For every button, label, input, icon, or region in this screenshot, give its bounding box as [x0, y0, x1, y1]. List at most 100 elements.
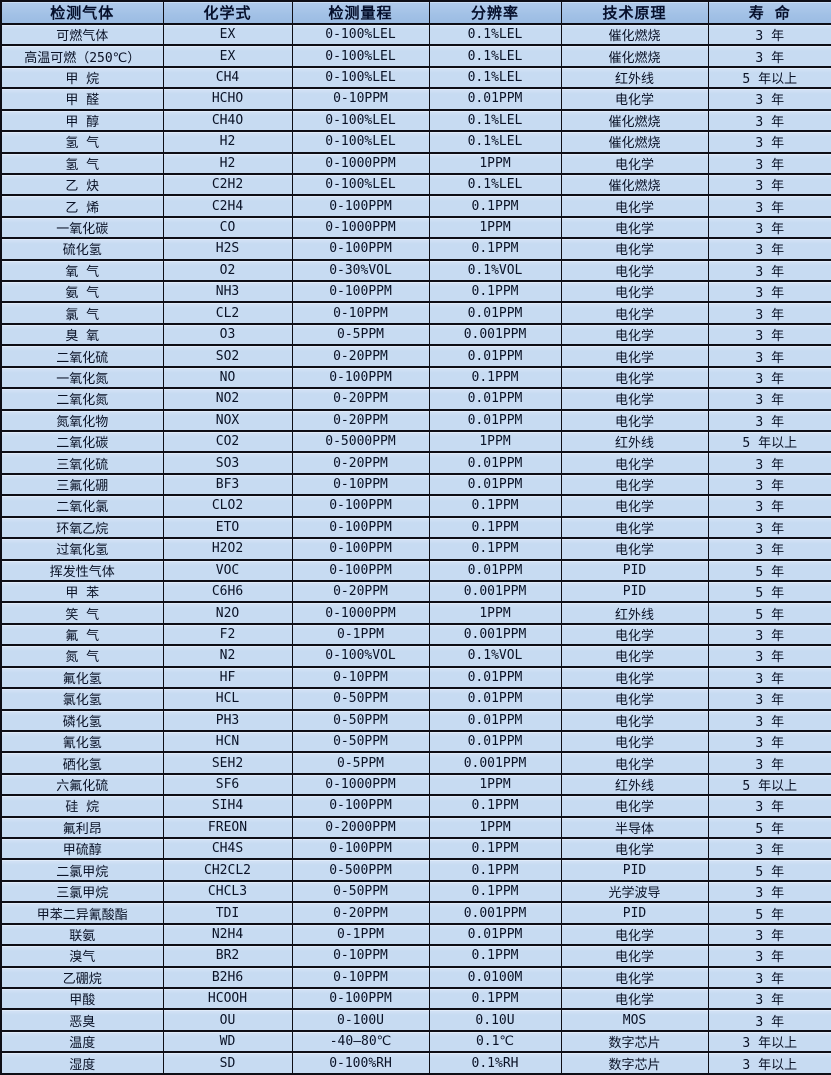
table-row: 二氯甲烷 CH2CL2 0-500PPM 0.1PPM PID 5 年: [0, 858, 831, 882]
cell-gas-name: 二氧化氮: [0, 387, 164, 411]
cell-resolution: 1PPM: [428, 429, 562, 454]
cell-range: 0-1PPM: [291, 922, 430, 947]
cell-principle: 电化学: [560, 258, 709, 283]
cell-range: 0-10PPM: [291, 472, 430, 497]
cell-principle: PID: [560, 579, 709, 604]
cell-lifespan: 3 年: [707, 344, 831, 368]
cell-gas-name: 环氧乙烷: [0, 515, 164, 540]
cell-lifespan: 3 年: [707, 408, 831, 433]
cell-gas-name: 氟 气: [0, 622, 164, 647]
cell-resolution: 0.1%VOL: [428, 258, 562, 283]
cell-range: 0-100PPM: [291, 494, 430, 518]
cell-range: 0-20PPM: [291, 344, 430, 368]
cell-principle: 电化学: [560, 494, 709, 518]
cell-gas-name: 溴气: [0, 944, 164, 968]
cell-formula: CO: [162, 215, 293, 240]
table-row: 挥发性气体 VOC 0-100PPM 0.01PPM PID 5 年: [0, 558, 831, 582]
table-row: 氟 气 F2 0-1PPM 0.001PPM 电化学 3 年: [0, 622, 831, 647]
cell-principle: 电化学: [560, 365, 709, 390]
table-row: 磷化氢 PH3 0-50PPM 0.01PPM 电化学 3 年: [0, 708, 831, 732]
cell-principle: 红外线: [560, 772, 709, 797]
cell-principle: 电化学: [560, 665, 709, 690]
cell-gas-name: 甲 苯: [0, 579, 164, 604]
cell-gas-name: 过氧化氢: [0, 537, 164, 561]
table-row: 臭 氧 O3 0-5PPM 0.001PPM 电化学 3 年: [0, 322, 831, 347]
table-row: 恶臭 OU 0-100U 0.10U MOS 3 年: [0, 1008, 831, 1032]
cell-range: 0-1PPM: [291, 622, 430, 647]
cell-gas-name: 甲 醇: [0, 108, 164, 133]
cell-formula: C2H4: [162, 194, 293, 218]
cell-gas-name: 高温可燃（250℃）: [0, 44, 164, 68]
cell-range: 0-100U: [291, 1008, 430, 1032]
cell-principle: 电化学: [560, 986, 709, 1011]
cell-principle: 电化学: [560, 237, 709, 261]
cell-lifespan: 3 年: [707, 687, 831, 711]
cell-formula: N2: [162, 644, 293, 668]
cell-formula: N2H4: [162, 922, 293, 947]
cell-lifespan: 3 年: [707, 258, 831, 283]
cell-principle: 电化学: [560, 301, 709, 325]
cell-gas-name: 笑 气: [0, 601, 164, 625]
cell-principle: 半导体: [560, 815, 709, 840]
cell-lifespan: 3 年: [707, 751, 831, 775]
table-row: 硅 烷 SIH4 0-100PPM 0.1PPM 电化学 3 年: [0, 794, 831, 818]
cell-lifespan: 5 年: [707, 858, 831, 882]
cell-resolution: 0.1%LEL: [428, 22, 562, 47]
cell-formula: SF6: [162, 772, 293, 797]
cell-range: 0-50PPM: [291, 708, 430, 732]
cell-lifespan: 3 年: [707, 322, 831, 347]
cell-resolution: 0.1PPM: [428, 515, 562, 540]
cell-resolution: 0.01PPM: [428, 344, 562, 368]
cell-formula: N2O: [162, 601, 293, 625]
cell-gas-name: 氟利昂: [0, 815, 164, 840]
cell-formula: H2: [162, 151, 293, 175]
cell-formula: FREON: [162, 815, 293, 840]
cell-range: 0-1000PPM: [291, 601, 430, 625]
cell-resolution: 0.10U: [428, 1008, 562, 1032]
cell-lifespan: 3 年: [707, 472, 831, 497]
cell-gas-name: 恶臭: [0, 1008, 164, 1032]
cell-formula: SEH2: [162, 751, 293, 775]
table-row: 可燃气体 EX 0-100%LEL 0.1%LEL 催化燃烧 3 年: [0, 22, 831, 47]
cell-lifespan: 5 年: [707, 601, 831, 625]
cell-lifespan: 3 年: [707, 194, 831, 218]
cell-resolution: 0.01PPM: [428, 665, 562, 690]
cell-resolution: 0.1PPM: [428, 986, 562, 1011]
cell-range: 0-100PPM: [291, 537, 430, 561]
cell-resolution: 0.01PPM: [428, 387, 562, 411]
cell-formula: NOX: [162, 408, 293, 433]
cell-gas-name: 氟化氢: [0, 665, 164, 690]
cell-principle: 电化学: [560, 151, 709, 175]
cell-formula: CO2: [162, 429, 293, 454]
cell-range: 0-1000PPM: [291, 772, 430, 797]
cell-principle: 红外线: [560, 601, 709, 625]
table-row: 湿度 SD 0-100%RH 0.1%RH 数字芯片 3 年以上: [0, 1051, 831, 1075]
cell-resolution: 0.1%LEL: [428, 130, 562, 154]
cell-resolution: 0.1PPM: [428, 237, 562, 261]
cell-range: 0-5000PPM: [291, 429, 430, 454]
cell-range: 0-100PPM: [291, 794, 430, 818]
cell-lifespan: 5 年: [707, 815, 831, 840]
cell-principle: 电化学: [560, 644, 709, 668]
table-row: 乙 烯 C2H4 0-100PPM 0.1PPM 电化学 3 年: [0, 194, 831, 218]
cell-lifespan: 3 年: [707, 665, 831, 690]
cell-formula: HCHO: [162, 87, 293, 111]
cell-principle: 电化学: [560, 729, 709, 754]
cell-gas-name: 乙 炔: [0, 172, 164, 197]
cell-principle: 电化学: [560, 708, 709, 732]
table-row: 甲硫醇 CH4S 0-100PPM 0.1PPM 电化学 3 年: [0, 837, 831, 861]
cell-formula: CH2CL2: [162, 858, 293, 882]
cell-principle: PID: [560, 858, 709, 882]
cell-lifespan: 3 年: [707, 965, 831, 990]
cell-resolution: 0.01PPM: [428, 729, 562, 754]
table-row: 甲 醛 HCHO 0-10PPM 0.01PPM 电化学 3 年: [0, 87, 831, 111]
table-row: 氮 气 N2 0-100%VOL 0.1%VOL 电化学 3 年: [0, 644, 831, 668]
cell-gas-name: 氯 气: [0, 301, 164, 325]
cell-range: 0-100%LEL: [291, 65, 430, 90]
cell-formula: OU: [162, 1008, 293, 1032]
cell-principle: 催化燃烧: [560, 172, 709, 197]
cell-formula: SIH4: [162, 794, 293, 818]
cell-gas-name: 乙 烯: [0, 194, 164, 218]
cell-principle: 电化学: [560, 408, 709, 433]
